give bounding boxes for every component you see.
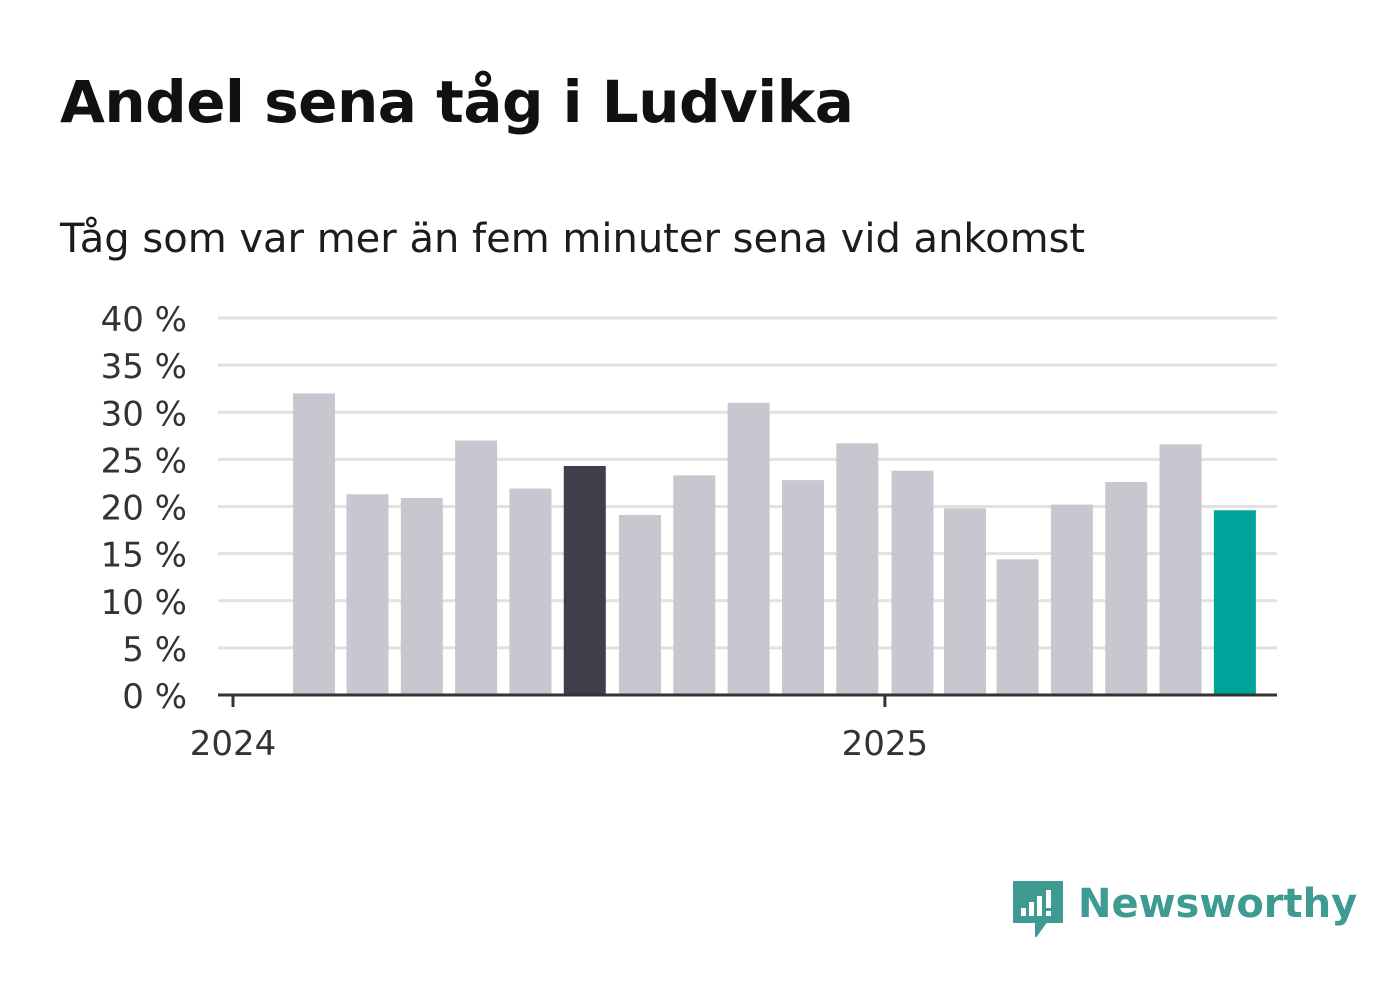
newsworthy-logo-icon: [1013, 881, 1063, 937]
bar: [1105, 481, 1148, 695]
bar: [673, 475, 716, 695]
bar: [455, 440, 498, 695]
x-tick-label: 2024: [190, 724, 277, 764]
bar: [996, 559, 1039, 695]
bar: [400, 498, 443, 695]
bars: [293, 393, 1256, 695]
bar: [509, 488, 552, 695]
bar: [1213, 510, 1256, 695]
chart-title: Andel sena tåg i Ludvika: [60, 68, 854, 136]
x-tick-label: 2025: [842, 724, 929, 764]
bar: [1159, 444, 1202, 695]
bar: [891, 470, 934, 695]
y-tick-label: 0 %: [122, 677, 187, 717]
bar: [944, 508, 987, 695]
bar: [836, 443, 879, 695]
bar: [727, 402, 770, 695]
newsworthy-logo-text: Newsworthy: [1078, 881, 1358, 927]
y-tick-label: 25 %: [101, 441, 187, 481]
y-axis-tick-labels: 0 % 5 % 10 % 15 % 20 % 25 % 30 % 35 % 40 %: [101, 300, 187, 717]
y-tick-label: 15 %: [101, 536, 187, 576]
bar: [1050, 504, 1093, 695]
y-tick-label: 20 %: [101, 489, 187, 529]
y-tick-label: 30 %: [101, 394, 187, 434]
bar: [781, 480, 824, 695]
y-tick-label: 10 %: [101, 583, 187, 623]
chart-subtitle: Tåg som var mer än fem minuter sena vid …: [60, 216, 1086, 262]
bar: [293, 393, 336, 695]
bar: [618, 514, 661, 695]
y-tick-label: 40 %: [101, 300, 187, 340]
x-axis: 2024 2025: [190, 693, 1277, 764]
bar: [346, 494, 389, 695]
y-tick-label: 35 %: [101, 347, 187, 387]
bar: [563, 465, 606, 695]
y-tick-label: 5 %: [122, 630, 187, 670]
